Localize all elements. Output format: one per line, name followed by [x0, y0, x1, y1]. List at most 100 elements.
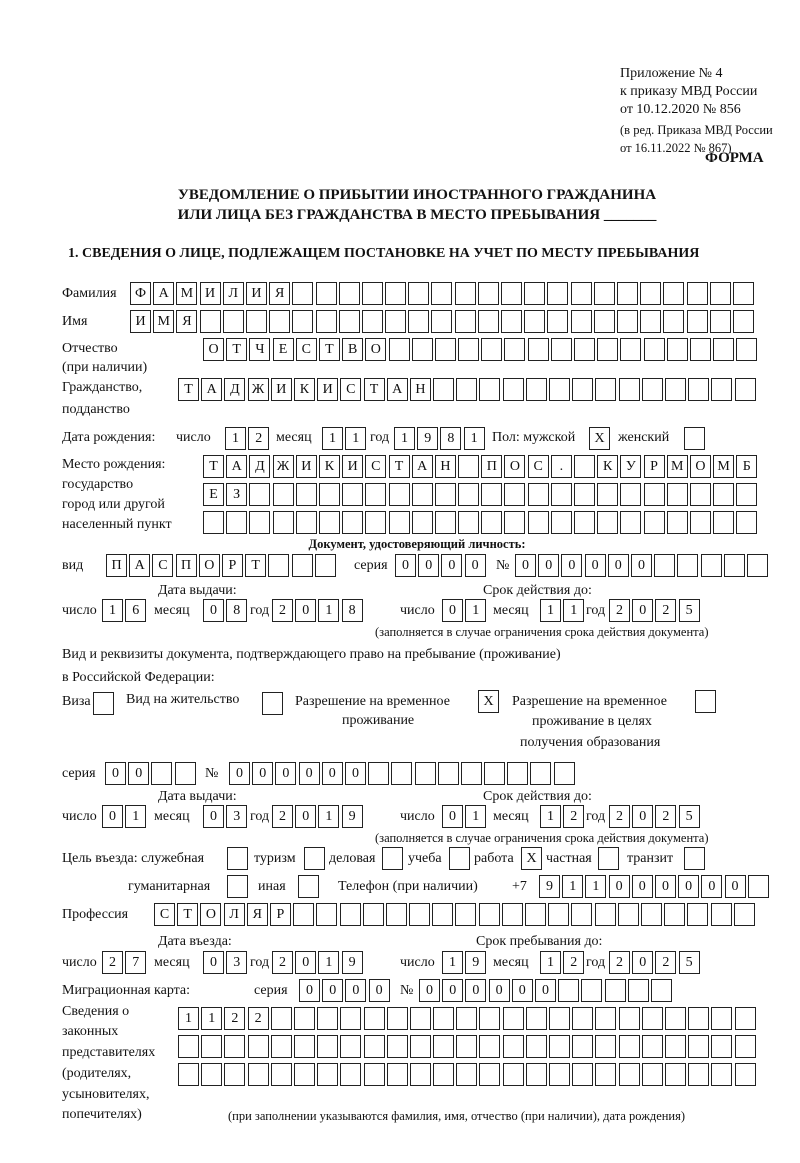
- char-box[interactable]: 0: [203, 951, 224, 974]
- char-box[interactable]: [593, 282, 615, 305]
- char-box[interactable]: X: [589, 427, 610, 450]
- char-box[interactable]: [595, 378, 617, 401]
- char-box[interactable]: 0: [128, 762, 150, 785]
- char-box[interactable]: [382, 847, 403, 870]
- char-box[interactable]: 2: [609, 805, 630, 828]
- char-box[interactable]: П: [481, 455, 503, 478]
- char-box[interactable]: 2: [272, 951, 293, 974]
- char-box[interactable]: [504, 511, 526, 534]
- char-box[interactable]: X: [521, 847, 542, 870]
- char-box[interactable]: [388, 483, 410, 506]
- char-box[interactable]: 8: [440, 427, 462, 450]
- char-box[interactable]: 0: [632, 951, 654, 974]
- char-box[interactable]: [385, 903, 407, 926]
- char-box[interactable]: [151, 762, 173, 785]
- char-box[interactable]: 0: [322, 979, 344, 1002]
- char-box[interactable]: [93, 692, 114, 715]
- char-box[interactable]: [408, 310, 430, 333]
- char-box[interactable]: М: [713, 455, 735, 478]
- char-box[interactable]: [597, 338, 619, 361]
- char-box[interactable]: [733, 903, 755, 926]
- char-box[interactable]: [581, 979, 603, 1002]
- sex-female-checkbox[interactable]: [684, 427, 707, 450]
- char-box[interactable]: [688, 1007, 710, 1030]
- char-box[interactable]: 0: [678, 875, 700, 898]
- char-box[interactable]: 2: [655, 805, 677, 828]
- char-box[interactable]: [688, 1063, 710, 1086]
- char-box[interactable]: О: [504, 455, 526, 478]
- char-box[interactable]: [454, 282, 476, 305]
- char-box[interactable]: Т: [363, 378, 385, 401]
- char-box[interactable]: К: [318, 455, 340, 478]
- char-box[interactable]: [547, 310, 569, 333]
- char-box[interactable]: [388, 338, 410, 361]
- char-box[interactable]: 5: [678, 599, 700, 622]
- char-box[interactable]: [734, 1007, 756, 1030]
- char-box[interactable]: [550, 511, 572, 534]
- char-box[interactable]: [338, 310, 360, 333]
- char-box[interactable]: 9: [465, 951, 487, 974]
- char-box[interactable]: [688, 378, 710, 401]
- char-box[interactable]: 0: [632, 599, 654, 622]
- char-box[interactable]: [502, 378, 524, 401]
- char-box[interactable]: [386, 1035, 408, 1058]
- char-box[interactable]: 2: [563, 805, 585, 828]
- char-box[interactable]: 0: [368, 979, 390, 1002]
- char-box[interactable]: [458, 483, 480, 506]
- char-box[interactable]: [686, 282, 708, 305]
- char-box[interactable]: 0: [299, 979, 320, 1002]
- char-box[interactable]: [572, 1063, 594, 1086]
- char-box[interactable]: 0: [607, 554, 629, 577]
- char-box[interactable]: К: [293, 378, 315, 401]
- char-box[interactable]: [340, 1035, 362, 1058]
- char-box[interactable]: [226, 511, 248, 534]
- char-box[interactable]: 0: [321, 762, 343, 785]
- char-box[interactable]: [361, 282, 383, 305]
- char-box[interactable]: [431, 282, 453, 305]
- char-box[interactable]: 0: [561, 554, 583, 577]
- char-box[interactable]: К: [597, 455, 619, 478]
- char-box[interactable]: [550, 483, 572, 506]
- char-box[interactable]: [574, 455, 595, 478]
- char-box[interactable]: 0: [488, 979, 510, 1002]
- char-box[interactable]: [431, 310, 453, 333]
- char-box[interactable]: [363, 1063, 385, 1086]
- char-box[interactable]: [711, 1007, 733, 1030]
- char-box[interactable]: [618, 1035, 640, 1058]
- char-box[interactable]: 1: [562, 875, 584, 898]
- char-box[interactable]: [572, 378, 594, 401]
- char-box[interactable]: [618, 1063, 640, 1086]
- char-box[interactable]: [249, 511, 271, 534]
- char-box[interactable]: [411, 338, 433, 361]
- char-box[interactable]: [736, 511, 758, 534]
- char-box[interactable]: [222, 310, 244, 333]
- char-box[interactable]: [458, 338, 480, 361]
- char-box[interactable]: [695, 690, 716, 713]
- char-box[interactable]: О: [689, 455, 711, 478]
- char-box[interactable]: [391, 762, 413, 785]
- char-box[interactable]: [224, 1035, 246, 1058]
- char-box[interactable]: [595, 1035, 617, 1058]
- char-box[interactable]: Р: [643, 455, 665, 478]
- char-box[interactable]: 0: [654, 875, 676, 898]
- char-box[interactable]: [650, 979, 672, 1002]
- char-box[interactable]: Р: [221, 554, 243, 577]
- char-box[interactable]: 0: [441, 554, 463, 577]
- char-box[interactable]: [710, 903, 732, 926]
- char-box[interactable]: И: [245, 282, 267, 305]
- char-box[interactable]: [711, 1063, 733, 1086]
- char-box[interactable]: [479, 1007, 501, 1030]
- char-box[interactable]: 0: [298, 762, 320, 785]
